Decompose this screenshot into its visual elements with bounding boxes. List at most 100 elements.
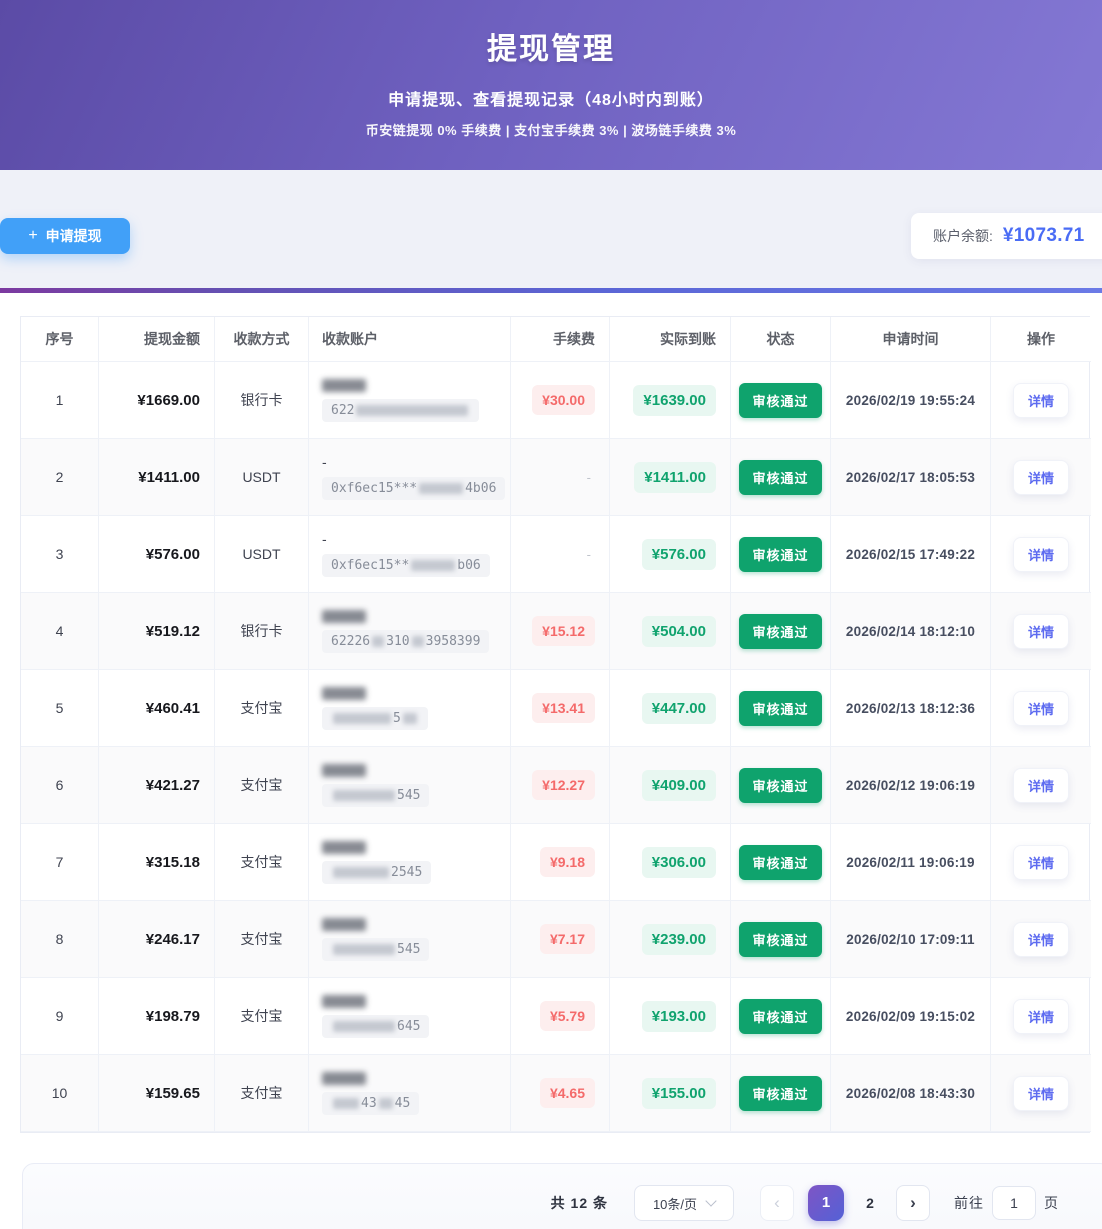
balance-card: 账户余额: ¥1073.71 [911, 213, 1102, 259]
column-header: 操作 [991, 317, 1091, 362]
row-index: 2 [21, 439, 99, 516]
status-badge: 审核通过 [739, 844, 822, 880]
masked-account-name [322, 917, 366, 931]
prev-page-button[interactable]: ‹ [760, 1185, 794, 1221]
table-header-row: 序号 提现金额 收款方式 收款账户 手续费 实际到账 状态 申请时间 操作 [21, 317, 1091, 362]
table-body: 1 ¥1669.00 银行卡 622 ¥30.00 ¥1639.00 审核通过 … [21, 362, 1091, 1132]
fee-badge: ¥7.17 [539, 924, 595, 954]
withdraw-amount: ¥519.12 [145, 622, 200, 640]
fee-dash: - [586, 469, 591, 485]
apply-withdraw-label: 申请提现 [45, 228, 102, 244]
fee-cell: ¥9.18 [511, 824, 610, 901]
page-size-select[interactable]: 10条/页 [634, 1185, 734, 1221]
table-row: 4 ¥519.12 银行卡 62226 310 3958399 ¥15.12 ¥50… [21, 593, 1091, 670]
payee-account: 622 [309, 362, 511, 439]
detail-button[interactable]: 详情 [1012, 844, 1069, 880]
fee-cell: ¥13.41 [511, 670, 610, 747]
table-row: 3 ¥576.00 USDT - 0xf6ec15** b06 - ¥576.00… [21, 516, 1091, 593]
table-row: 7 ¥315.18 支付宝 2545 ¥9.18 ¥306.00 审核通过 20… [21, 824, 1091, 901]
masked-account-name [322, 994, 366, 1008]
row-index: 3 [21, 516, 99, 593]
page-header: 提现管理 申请提现、查看提现记录（48小时内到账） 币安链提现 0% 手续费 |… [0, 0, 1102, 170]
masked-digits [333, 866, 389, 878]
detail-button[interactable]: 详情 [1012, 767, 1069, 803]
column-header: 申请时间 [831, 317, 991, 362]
detail-button[interactable]: 详情 [1012, 613, 1069, 649]
fee-cell: ¥30.00 [511, 362, 610, 439]
withdraw-amount: ¥1411.00 [138, 468, 200, 486]
masked-digits [333, 1020, 395, 1032]
detail-button[interactable]: 详情 [1012, 690, 1069, 726]
detail-button[interactable]: 详情 [1012, 382, 1069, 418]
row-index: 8 [21, 901, 99, 978]
account-number: 545 [322, 937, 430, 961]
page-unit-label: 页 [1044, 1195, 1059, 1211]
payment-method: USDT [215, 439, 309, 516]
withdraw-amount: ¥246.17 [145, 930, 200, 948]
detail-button[interactable]: 详情 [1012, 998, 1069, 1034]
actual-amount-badge: ¥504.00 [641, 615, 716, 647]
masked-digits [372, 635, 385, 647]
masked-digits [333, 712, 391, 724]
detail-button[interactable]: 详情 [1012, 536, 1069, 572]
fee-cell: - [511, 516, 610, 593]
masked-digits [411, 560, 456, 571]
withdraw-amount: ¥421.27 [145, 776, 200, 794]
masked-digits [333, 1097, 359, 1109]
balance-value: ¥1073.71 [1002, 225, 1085, 246]
payee-account: - 0xf6ec15** b06 [309, 516, 511, 593]
fee-cell: - [511, 439, 610, 516]
masked-account-name [322, 686, 366, 700]
payment-method: 支付宝 [215, 747, 309, 824]
column-header: 实际到账 [610, 317, 731, 362]
payee-account: 645 [309, 978, 511, 1055]
payment-method: 银行卡 [215, 593, 309, 670]
masked-digits [419, 483, 464, 494]
masked-account-name [322, 378, 366, 392]
balance-label: 账户余额: [933, 228, 993, 244]
payment-method: 支付宝 [215, 824, 309, 901]
next-page-button[interactable]: › [896, 1185, 930, 1221]
payment-method: 支付宝 [215, 901, 309, 978]
status-badge: 审核通过 [739, 921, 822, 957]
fee-badge: ¥9.18 [539, 847, 595, 877]
detail-button[interactable]: 详情 [1012, 921, 1069, 957]
fee-cell: ¥15.12 [511, 593, 610, 670]
payment-method: 支付宝 [215, 978, 309, 1055]
goto-page-input[interactable] [992, 1186, 1036, 1220]
account-number: 5 [322, 706, 428, 730]
account-number: 0xf6ec15** b06 [322, 554, 490, 577]
account-number: 645 [322, 1014, 430, 1038]
actual-amount-badge: ¥447.00 [641, 692, 716, 724]
actual-amount-badge: ¥193.00 [641, 1000, 716, 1032]
payee-account: 545 [309, 747, 511, 824]
page-number-2[interactable]: 2 [866, 1195, 874, 1211]
page-size-value: 10条/页 [652, 1196, 698, 1212]
masked-account-name [322, 1071, 366, 1085]
fee-cell: ¥5.79 [511, 978, 610, 1055]
status-badge: 审核通过 [739, 1075, 822, 1111]
column-header: 提现金额 [99, 317, 215, 362]
detail-button[interactable]: 详情 [1012, 459, 1069, 495]
page-number-1[interactable]: 1 [808, 1185, 844, 1221]
row-index: 6 [21, 747, 99, 824]
withdraw-amount: ¥159.65 [145, 1084, 200, 1102]
pagination-bar: 共 12 条 10条/页 ‹ 1 2 › 前往 页 [22, 1163, 1102, 1229]
fee-badge: ¥12.27 [532, 770, 595, 800]
row-index: 1 [21, 362, 99, 439]
row-index: 4 [21, 593, 99, 670]
column-header: 状态 [731, 317, 831, 362]
account-name-dash: - [322, 531, 327, 547]
apply-time: 2026/02/08 18:43:30 [845, 1085, 976, 1101]
fee-cell: ¥4.65 [511, 1055, 610, 1132]
apply-withdraw-button[interactable]: + 申请提现 [0, 218, 130, 254]
column-header: 收款账户 [309, 317, 511, 362]
fee-cell: ¥12.27 [511, 747, 610, 824]
payee-account: 545 [309, 901, 511, 978]
actual-amount-badge: ¥239.00 [641, 923, 716, 955]
actual-amount-badge: ¥576.00 [641, 538, 716, 570]
status-badge: 审核通过 [739, 690, 822, 726]
apply-time: 2026/02/17 18:05:53 [845, 469, 976, 485]
column-header: 收款方式 [215, 317, 309, 362]
detail-button[interactable]: 详情 [1012, 1075, 1069, 1111]
